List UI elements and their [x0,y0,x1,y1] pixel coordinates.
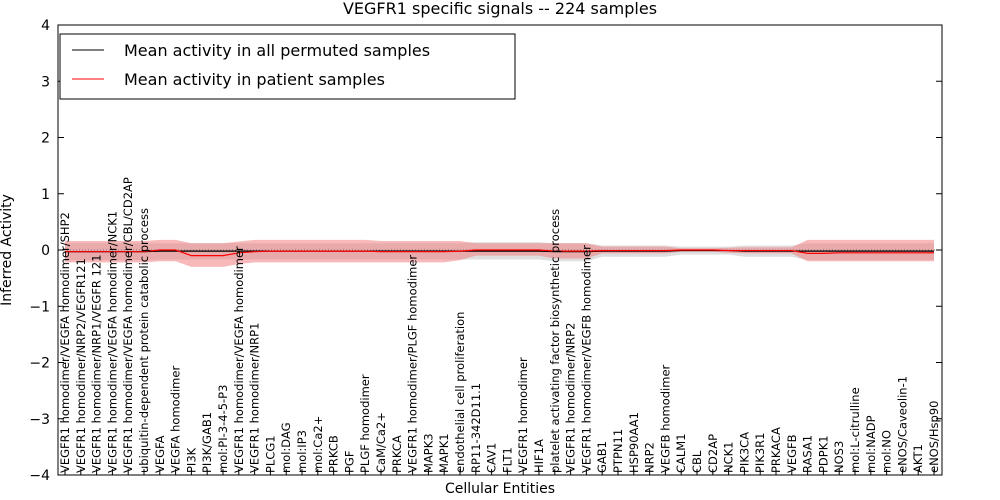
patient-mean-line [65,249,934,257]
entity-label: PI3K [184,447,198,473]
entity-label: eNOS/Caveolin-1 [895,376,909,473]
entity-label: PIK3CA [737,432,751,473]
entity-label: AKT1 [911,444,925,473]
entity-label: PRKCA [390,435,404,473]
entity-label: PLGF homodimer [358,374,372,473]
entity-label: HIF1A [532,439,546,473]
entity-label: PDPK1 [816,435,830,473]
entity-label: RASA1 [801,435,815,473]
entity-label: VEGFA [153,435,167,473]
x-axis-label: Cellular Entities [445,481,555,497]
entity-label: PIK3R1 [753,433,767,474]
y-tick-label: 2 [41,131,50,147]
entity-label: eNOS/Hsp90 [927,401,941,473]
entity-label: mol:DAG [279,422,293,473]
entity-label: PRKACA [769,427,783,473]
entity-label: PI3K/GAB1 [200,412,214,473]
entity-label: RP11-342D11.1 [469,383,483,473]
entity-label: VEGFR1 homodimer [516,357,530,473]
chart-title: VEGFR1 specific signals -- 224 samples [343,0,657,18]
entity-label: CaM/Ca2+ [374,412,388,473]
entity-label: PGF [342,451,356,473]
y-tick-label: 3 [41,74,50,90]
legend-entry-patient: Mean activity in patient samples [124,70,385,89]
y-tick-label: 1 [41,187,50,203]
entity-label: GAB1 [595,441,609,473]
y-axis-label: Inferred Activity [0,194,15,306]
y-tick-label: −4 [29,468,50,484]
entity-label: VEGFR1 homodimer/VEGFA homodimer/CBL/CD2… [121,177,135,473]
entity-label: VEGFR1 homodimer/NRP2 [564,323,578,473]
entity-label: PTPN11 [611,429,625,473]
entity-label: CD2AP [706,434,720,473]
entity-label: PRKCB [327,435,341,473]
entity-label: VEGFR1 homodimer/NRP1 [248,323,262,473]
entity-label: VEGFA homodimer [169,366,183,473]
entity-label: VEGFR1 homodimer/VEGFA homodimer/SHP2 [58,212,72,473]
entity-label: VEGFR1 homodimer/VEGFA homodimer/NCK1 [105,211,119,473]
entity-label: VEGFB [785,434,799,473]
entity-label: mol:PI-3-4-5-P3 [216,385,230,473]
entity-label: VEGFR1 homodimer/VEGFA homodimer [232,246,246,473]
entity-label: PLCG1 [263,435,277,473]
y-tick-label: 0 [41,243,50,259]
legend-box [59,33,516,100]
entity-label: NOS3 [832,441,846,473]
entity-label: FLT1 [500,447,514,473]
permuted-mean-line [65,249,934,253]
entity-label: NRP2 [643,442,657,473]
entity-label: mol:L-citrulline [848,387,862,473]
entity-label: HSP90AA1 [627,412,641,473]
y-axis: −4 −3 −2 −1 0 1 2 3 4 [29,18,942,484]
entity-label: VEGFR1 homodimer/VEGFB homodimer [579,245,593,473]
y-tick-label: −3 [29,412,50,428]
entity-label: VEGFR1 homodimer/NRP2/VEGFR121 [74,258,88,473]
y-tick-label: −1 [29,299,50,315]
patient-band [65,239,934,267]
series-lines [65,249,934,257]
entity-label: mol:NO [880,430,894,473]
entity-label: CBL [690,450,704,473]
entity-label: mol:Ca2+ [311,416,325,473]
x-axis-entity-labels: VEGFR1 homodimer/VEGFA homodimer/SHP2 VEG… [58,177,941,475]
entity-label: mol:IP3 [295,430,309,473]
legend: Mean activity in all permuted samples Me… [59,33,516,100]
entity-label: CALM1 [674,433,688,473]
entity-label: VEGFB homodimer [658,364,672,473]
y-tick-label: −2 [29,356,50,372]
entity-label: NCK1 [722,442,736,474]
entity-label: CAV1 [485,443,499,473]
entity-label: platelet activating factor biosynthetic … [548,209,562,473]
entity-label: MAPK1 [437,433,451,473]
entity-label: mol:NADP [864,415,878,473]
legend-entry-permuted: Mean activity in all permuted samples [124,41,430,60]
entity-label: VEGFR1 homodimer/NRP1/VEGFR 121 [90,254,104,473]
entity-label: VEGFR1 homodimer/PLGF homodimer [406,255,420,473]
uncertainty-bands [65,239,934,267]
entity-label: ubiquitin-dependent protein catabolic pr… [137,208,151,473]
entity-label: endothelial cell proliferation [453,312,467,473]
y-tick-label: 4 [41,18,50,34]
entity-label: MAPK3 [421,433,435,473]
